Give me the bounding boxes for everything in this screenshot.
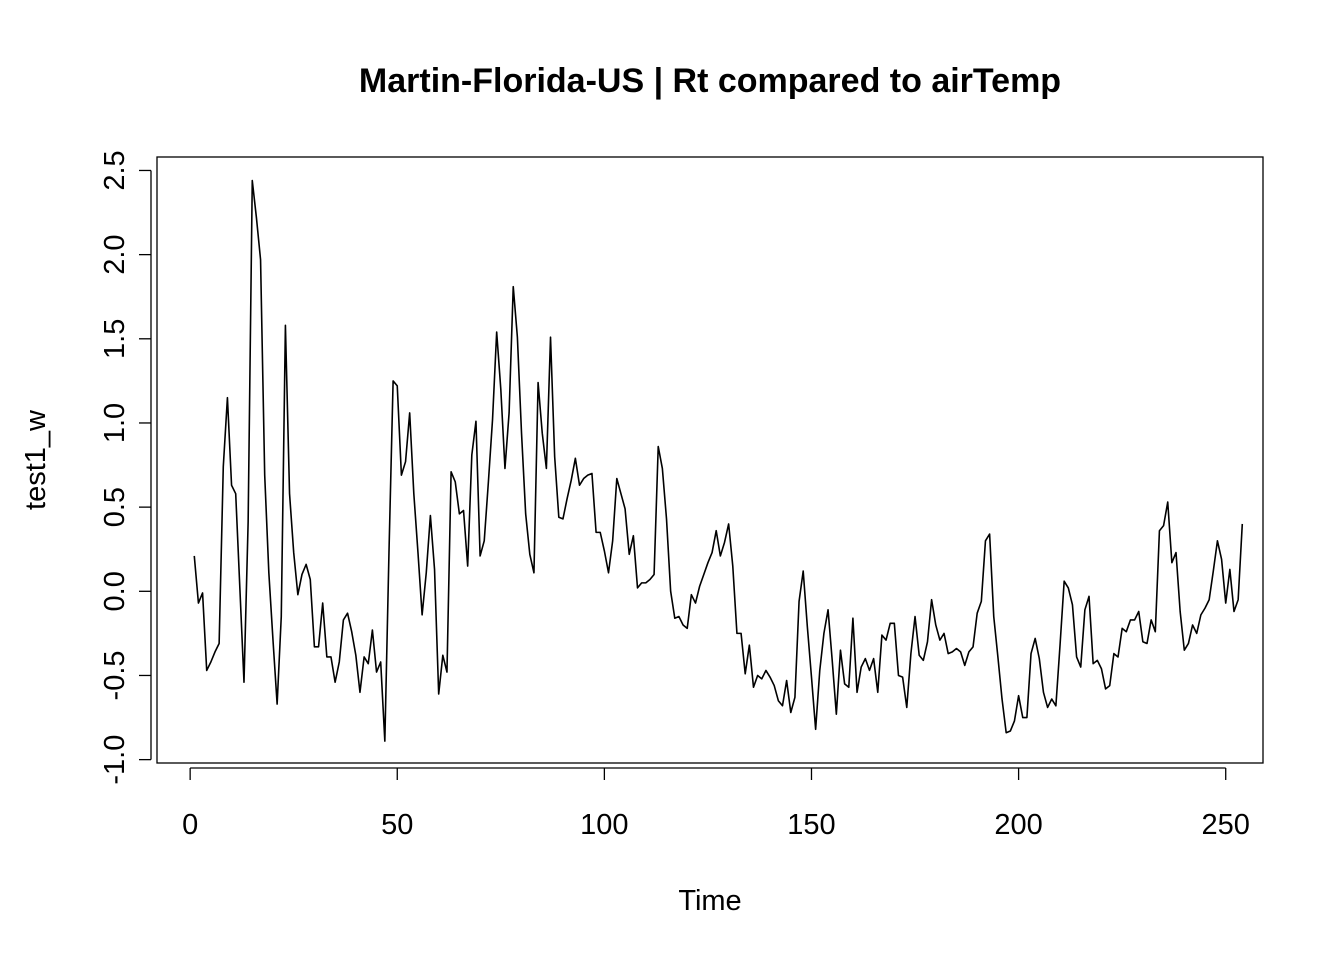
plot-frame bbox=[156, 156, 1264, 764]
y-tick-label-1: -0.5 bbox=[99, 650, 131, 700]
y-tick-label-3: 0.5 bbox=[99, 487, 131, 527]
x-axis: 0 50 100 150 200 250 bbox=[182, 767, 1250, 841]
y-tick-label-5: 1.5 bbox=[99, 319, 131, 359]
y-tick-label-7: 2.5 bbox=[99, 150, 131, 190]
x-tick-label-3: 150 bbox=[787, 809, 835, 841]
y-tick-label-2: 0.0 bbox=[99, 571, 131, 611]
x-tick-label-5: 250 bbox=[1202, 809, 1250, 841]
chart-title: Martin-Florida-US | Rt compared to airTe… bbox=[359, 62, 1061, 100]
series-layer bbox=[193, 179, 1244, 742]
x-tick-label-1: 50 bbox=[381, 809, 413, 841]
x-tick-label-2: 100 bbox=[580, 809, 628, 841]
y-axis-title: test1_w bbox=[20, 409, 52, 510]
series-line-0 bbox=[193, 179, 1244, 742]
x-tick-label-4: 200 bbox=[994, 809, 1042, 841]
y-tick-label-6: 2.0 bbox=[99, 234, 131, 274]
x-tick-label-0: 0 bbox=[182, 809, 198, 841]
y-tick-label-0: -1.0 bbox=[99, 735, 131, 785]
y-axis: -1.0 -0.5 0.0 0.5 1.0 1.5 2.0 2.5 bbox=[99, 150, 152, 785]
y-tick-label-4: 1.0 bbox=[99, 403, 131, 443]
x-axis-title: Time bbox=[678, 885, 741, 917]
